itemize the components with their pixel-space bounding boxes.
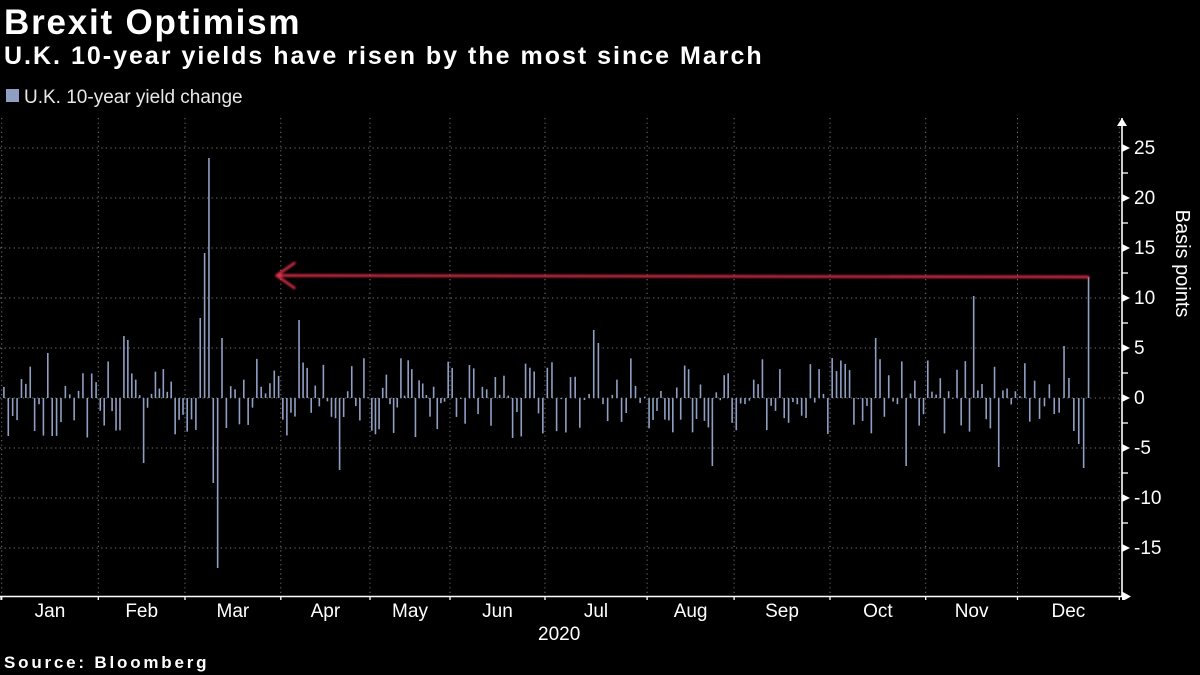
svg-text:0: 0 [1134, 388, 1145, 409]
svg-text:-5: -5 [1134, 438, 1151, 459]
svg-text:10: 10 [1134, 288, 1155, 309]
svg-text:20: 20 [1134, 188, 1155, 209]
svg-text:-10: -10 [1134, 488, 1161, 509]
svg-text:Basis points: Basis points [1171, 210, 1193, 318]
svg-text:15: 15 [1134, 238, 1155, 259]
svg-text:5: 5 [1134, 338, 1145, 359]
svg-text:25: 25 [1134, 138, 1155, 159]
svg-text:-15: -15 [1134, 538, 1161, 559]
